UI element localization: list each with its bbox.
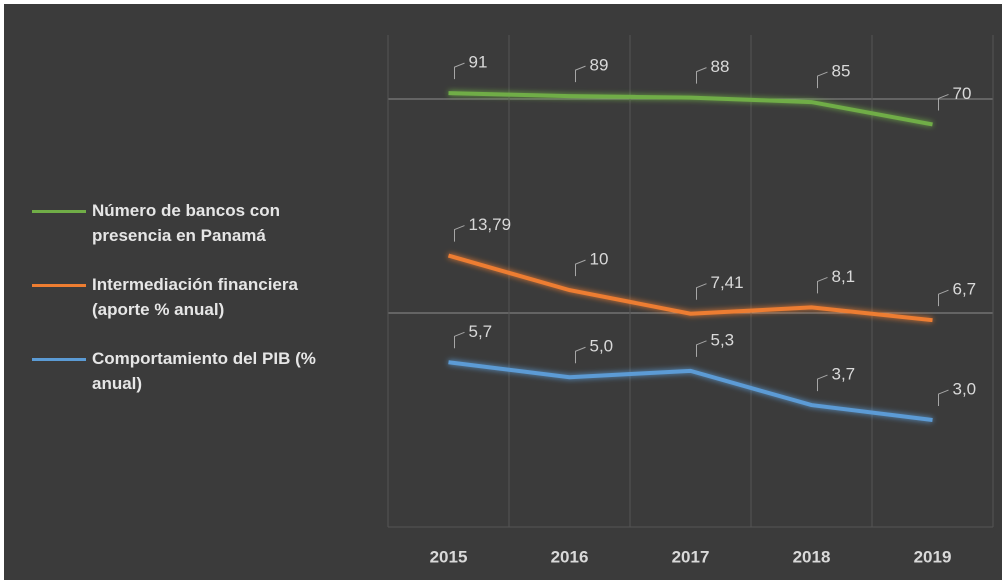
x-tick-label: 2017 [672,547,710,566]
leader-line [454,331,465,349]
legend-label: Intermediación financiera (aporte % anua… [92,275,298,319]
leader-line [454,62,465,80]
leader-line [817,374,828,392]
x-tick-label: 2019 [914,547,952,566]
leader-line [575,346,586,364]
legend-entry: Intermediación financiera (aporte % anua… [32,272,332,322]
data-label: 8,1 [832,267,856,286]
data-label: 3,0 [953,380,977,399]
data-label: 13,79 [469,215,512,234]
data-label: 6,7 [953,280,977,299]
legend-label: Número de bancos con presencia en Panamá [92,201,280,245]
leader-line [696,67,707,84]
data-label: 3,7 [832,365,856,384]
data-label: 70 [953,84,972,103]
series-line [448,91,933,127]
leader-line [817,276,828,294]
legend-entry: Comportamiento del PIB (% anual) [32,346,332,396]
x-tick-label: 2015 [430,547,468,566]
leader-line [938,289,949,307]
legend-swatch [32,284,86,287]
leader-line [938,93,949,111]
data-label: 5,3 [711,330,735,349]
leader-line [696,283,707,300]
data-label: 7,41 [711,273,744,292]
series-line [447,253,933,323]
background [4,4,1002,580]
data-label: 10 [590,250,609,269]
x-tick-label: 2016 [551,547,589,566]
legend-label: Comportamiento del PIB (% anual) [92,349,316,393]
legend-swatch [32,358,86,361]
data-label: 88 [711,57,730,76]
leader-line [938,389,949,407]
legend-entry: Número de bancos con presencia en Panamá [32,198,332,248]
x-tick-label: 2018 [793,547,831,566]
leader-line [575,259,586,277]
leader-line [454,225,465,242]
legend-swatch [32,210,86,213]
data-label: 89 [590,56,609,75]
data-label: 91 [469,53,488,72]
leader-line [575,65,586,83]
data-label: 5,7 [469,322,493,341]
leader-line [817,71,828,89]
data-label: 85 [832,62,851,81]
data-label: 5,0 [590,337,614,356]
series-line [448,360,933,423]
leader-line [696,340,707,357]
